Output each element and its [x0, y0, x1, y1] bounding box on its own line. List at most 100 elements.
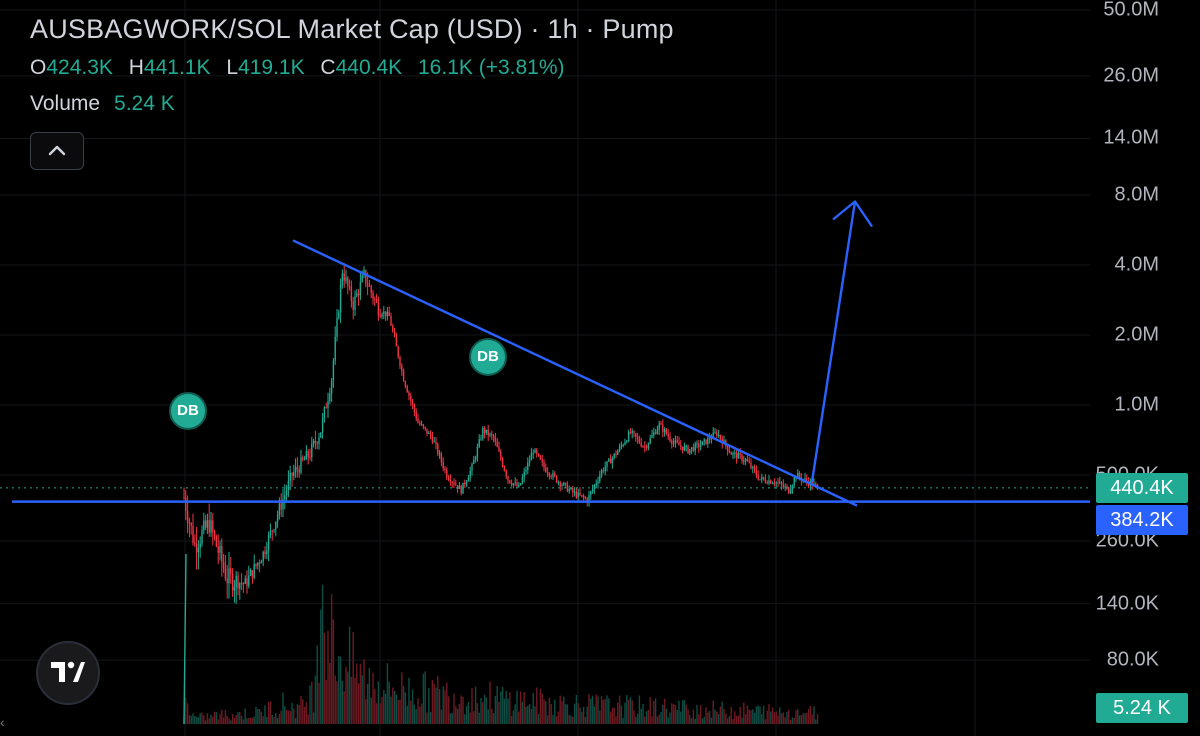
volume-bar: [368, 667, 371, 724]
volume-bar: [694, 718, 696, 724]
volume-bar: [611, 708, 614, 724]
volume-bar: [458, 703, 461, 724]
volume-bar: [735, 716, 738, 724]
volume-bar: [662, 704, 664, 724]
candle-body: [282, 499, 284, 510]
volume-bar: [732, 718, 734, 724]
volume-bar: [248, 717, 250, 724]
volume-bar: [381, 696, 383, 724]
breakout-arrow: [810, 201, 857, 483]
volume-bar: [476, 703, 479, 724]
candle-body: [384, 311, 387, 317]
candle-body: [498, 447, 500, 452]
candle-body: [325, 407, 327, 409]
candle-body: [379, 315, 381, 317]
volume-bar: [627, 699, 630, 724]
volume-bar: [451, 713, 453, 724]
volume-bar: [719, 706, 722, 724]
volume-bar: [188, 714, 191, 724]
candle-body: [359, 281, 362, 296]
collapse-legend-button[interactable]: [30, 132, 84, 170]
volume-bar: [257, 708, 259, 724]
candles: [183, 262, 819, 604]
candle-body: [775, 482, 777, 484]
volume-bar: [455, 706, 457, 724]
volume-bar: [363, 659, 365, 724]
symbol-title[interactable]: AUSBAGWORK/SOL Market Cap (USD) · 1h · P…: [30, 14, 674, 44]
price-axis-label: 80.0K: [1106, 648, 1159, 671]
candle-body: [676, 440, 678, 443]
candle-body: [555, 475, 558, 483]
high-label: H: [128, 56, 144, 79]
candle-body: [546, 471, 549, 474]
candle-body: [750, 462, 752, 469]
volume-bar: [264, 705, 266, 724]
candle-body: [453, 482, 455, 485]
candle-body: [509, 480, 511, 483]
candle-body: [645, 446, 648, 448]
volume-bar: [235, 715, 237, 724]
volume-bar: [431, 679, 434, 724]
volume-bar: [757, 705, 759, 724]
candle-body: [768, 480, 770, 484]
volume-bar: [401, 672, 403, 724]
volume-bar: [411, 689, 414, 724]
candle-body: [579, 492, 581, 496]
tradingview-logo[interactable]: [36, 641, 100, 705]
volume-bar: [557, 711, 560, 724]
volume-bar: [341, 680, 344, 724]
volume-bar: [791, 717, 794, 724]
breakout-arrow-head: [832, 200, 873, 228]
candle-body: [510, 482, 513, 485]
candle-body: [741, 454, 743, 461]
volume-bar: [280, 710, 282, 724]
db-marker-2[interactable]: DB: [469, 338, 507, 376]
volume-bar: [563, 696, 565, 724]
volume-bar: [435, 687, 437, 724]
candle-body: [658, 423, 660, 430]
volume-bar: [282, 692, 284, 724]
volume-bar: [532, 693, 534, 724]
volume-bar: [793, 717, 795, 724]
volume-bar: [320, 609, 322, 724]
candle-body: [539, 455, 542, 460]
candle-body: [694, 443, 696, 451]
candle-body: [242, 583, 245, 585]
volume-bar: [509, 692, 511, 724]
candle-body: [548, 473, 551, 477]
candle-body: [530, 453, 533, 461]
candle-body: [777, 482, 779, 484]
candle-body: [728, 450, 731, 453]
edge-chevron[interactable]: ‹: [0, 714, 5, 730]
volume-bar: [294, 718, 297, 724]
candle-body: [764, 479, 767, 483]
volume-bar: [278, 714, 281, 724]
volume-bar: [534, 706, 536, 724]
candle-body: [260, 561, 263, 564]
volume-bar: [465, 705, 468, 724]
candle-body: [608, 458, 610, 462]
volume-bar: [561, 700, 563, 724]
volume-bar: [334, 675, 336, 724]
db-marker-1[interactable]: DB: [169, 392, 207, 430]
volume-bar: [338, 656, 340, 724]
candle-body: [507, 476, 509, 481]
candle-body: [705, 439, 707, 444]
price-axis-label: 14.0M: [1103, 126, 1159, 149]
volume-bar: [291, 702, 293, 724]
volume-bar: [246, 718, 248, 724]
candle-body: [707, 437, 709, 444]
volume-bar: [273, 717, 275, 724]
volume-value: 5.24 K: [114, 92, 175, 115]
candle-body: [786, 486, 788, 488]
candle-body: [244, 578, 246, 584]
candle-body: [739, 453, 741, 455]
candle-body: [496, 441, 498, 448]
volume-bar: [507, 698, 509, 724]
candle-body: [599, 475, 601, 482]
volume-bar: [483, 694, 486, 724]
volume-bar: [239, 711, 241, 724]
candle-body: [361, 275, 363, 282]
volume-bar: [428, 688, 430, 724]
